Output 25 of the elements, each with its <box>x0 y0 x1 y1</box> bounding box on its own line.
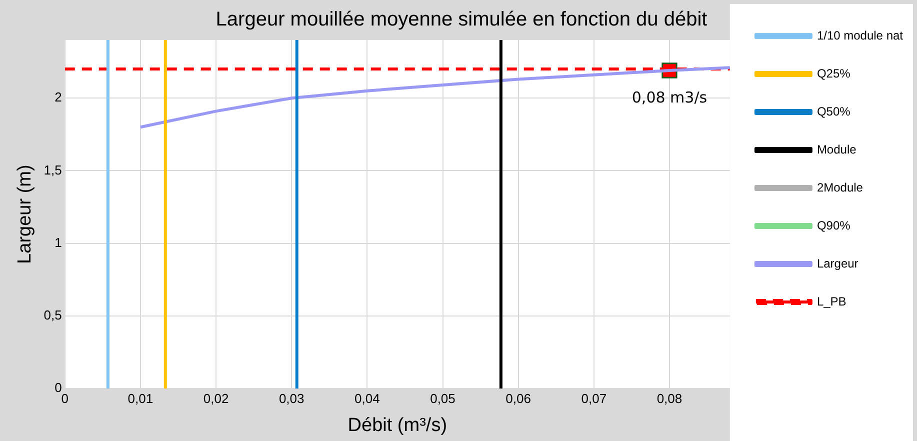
legend-label: 1/10 module nat <box>816 28 904 42</box>
x-tick-label: 0,04 <box>354 390 380 406</box>
y-axis-title: Largeur (m) <box>14 164 36 264</box>
legend-label: L_PB <box>816 294 846 308</box>
legend-label: 2Module <box>816 180 864 194</box>
x-tick-label: 0,08 <box>656 390 682 406</box>
y-tick-label: 2 <box>54 90 62 105</box>
x-tick-label: 0,01 <box>128 390 154 406</box>
legend-label: Largeur <box>816 256 858 270</box>
y-tick-label: 0 <box>54 380 62 396</box>
legend-label: Module <box>816 142 857 156</box>
y-tick-label: 1,5 <box>44 162 62 178</box>
x-tick-label: 0,05 <box>430 390 456 406</box>
x-tick-label: 0,07 <box>581 390 607 406</box>
x-tick-label: 0,02 <box>203 390 229 406</box>
x-tick-label: 0,06 <box>506 390 531 406</box>
legend-label: Q25% <box>816 66 851 80</box>
x-axis-title: Débit (m³/s) <box>348 414 448 436</box>
y-tick-label: 0,5 <box>44 308 62 323</box>
chart-title: Largeur mouillée moyenne simulée en fonction du débit <box>216 8 708 31</box>
y-tick-label: 1 <box>54 234 62 250</box>
legend-label: Q90% <box>816 218 851 232</box>
legend-label: Q50% <box>816 104 851 118</box>
x-tick-label: 0,03 <box>278 390 304 406</box>
annotation: 0,08 m3/s <box>632 88 708 107</box>
